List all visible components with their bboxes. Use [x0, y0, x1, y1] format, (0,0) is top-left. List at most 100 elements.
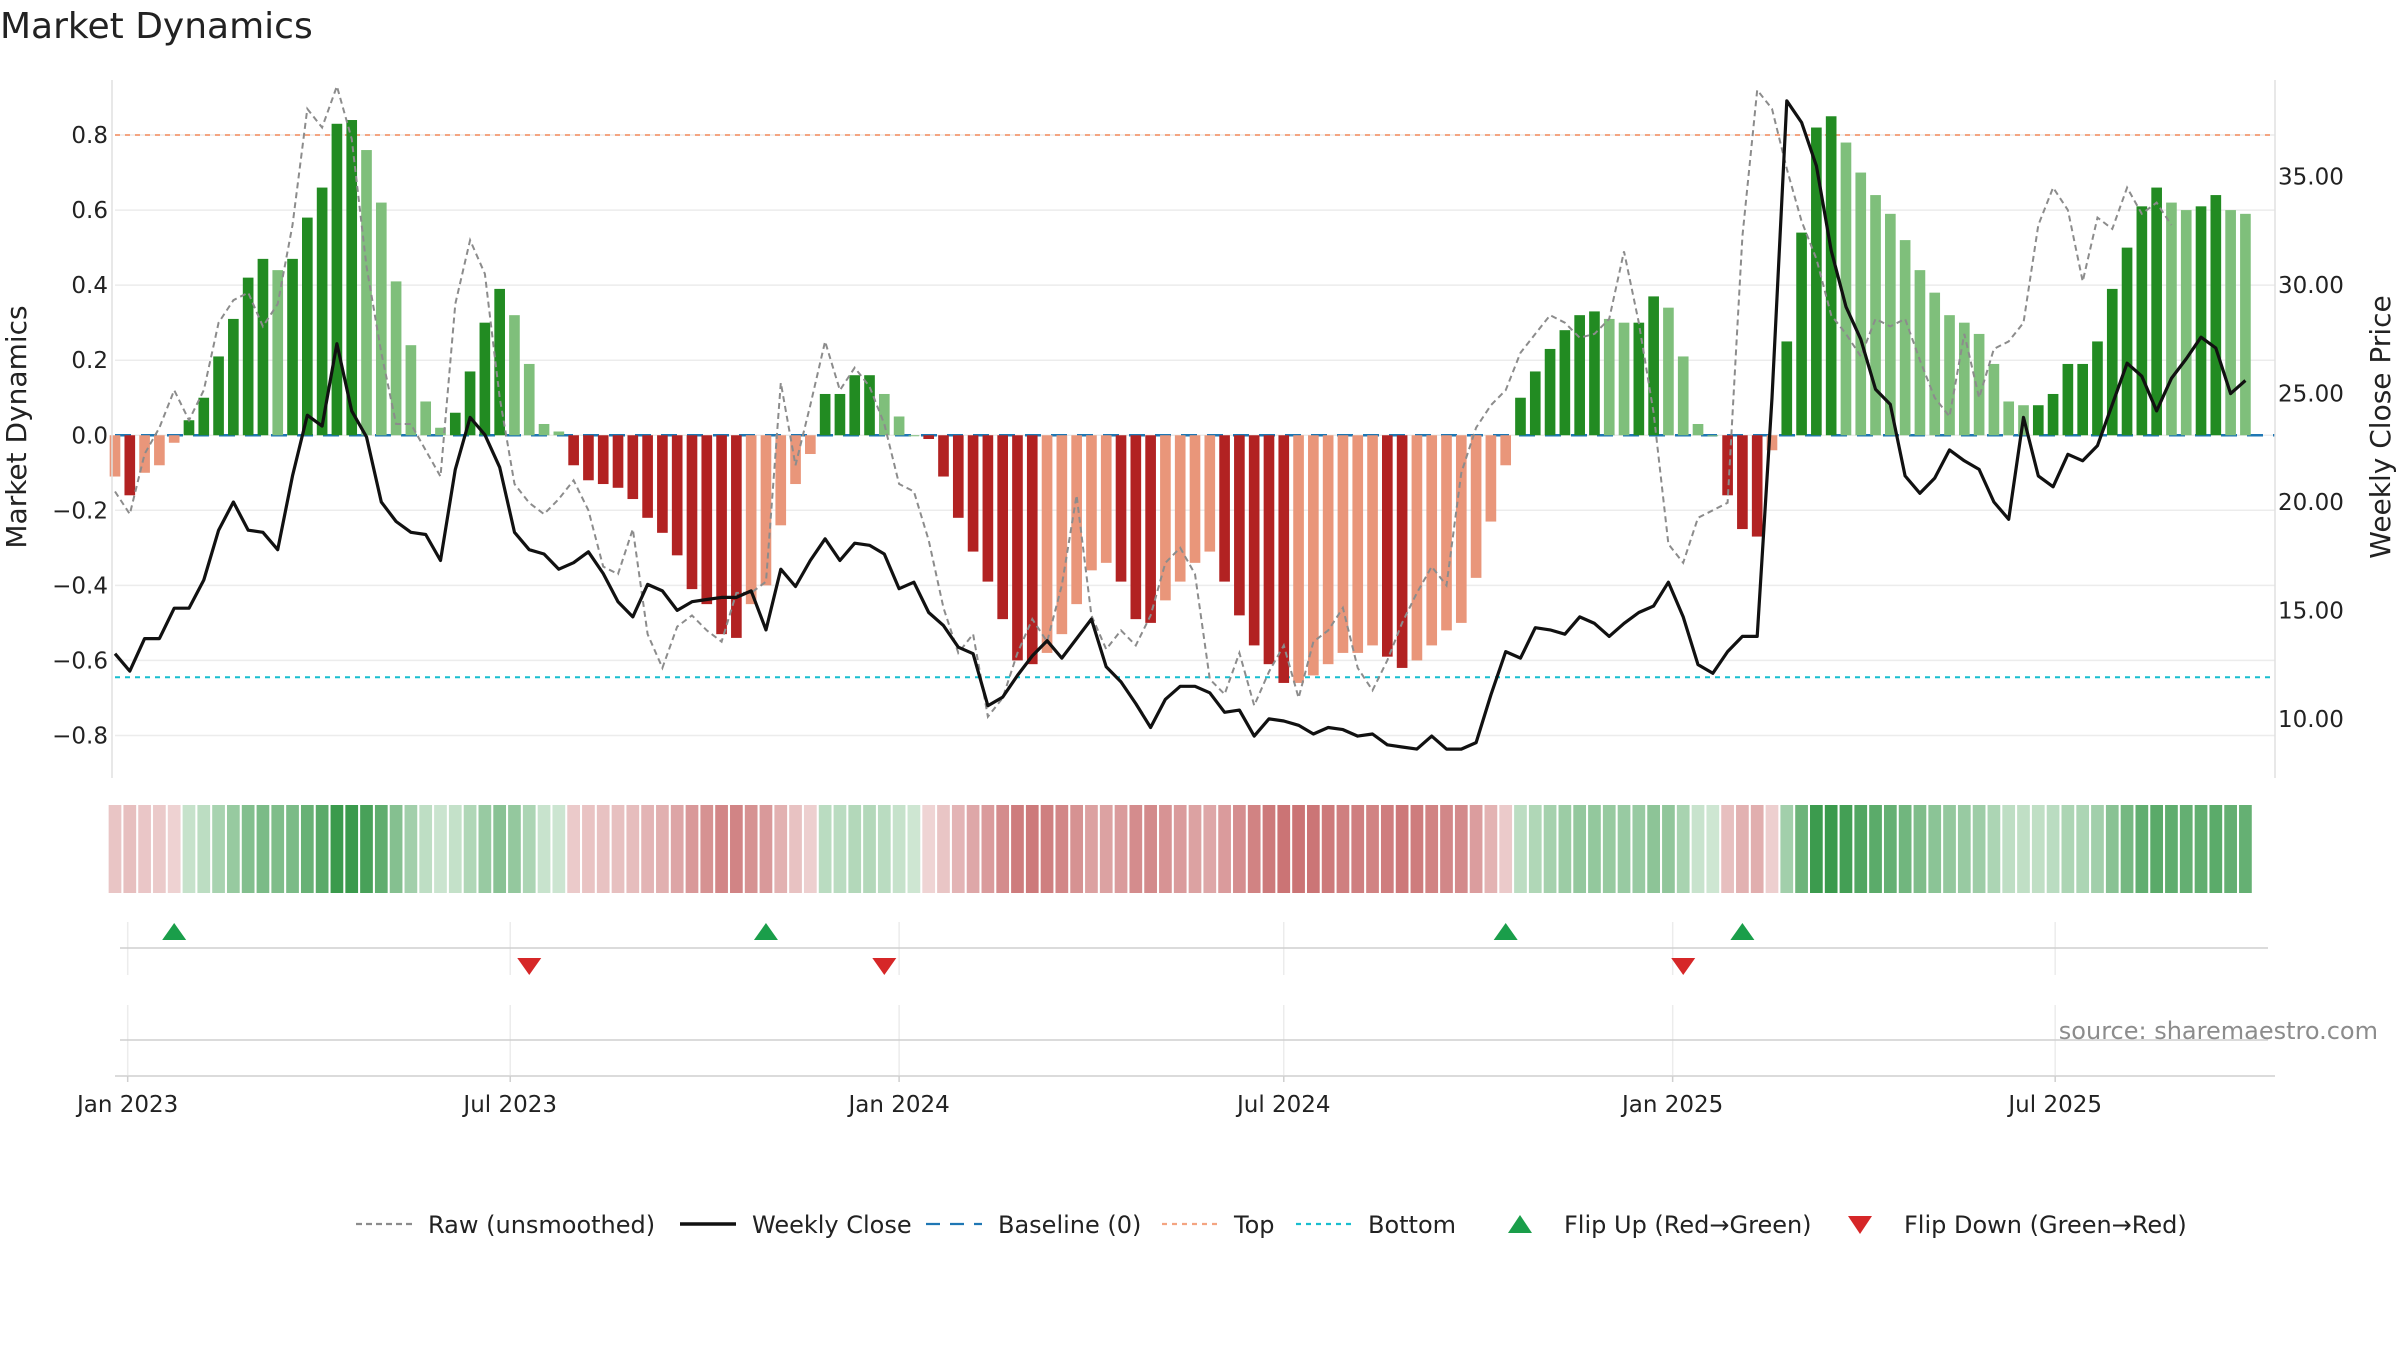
- strip-cell: [2046, 805, 2060, 893]
- bar: [1574, 315, 1585, 436]
- strip-cell: [670, 805, 684, 893]
- bar: [1056, 435, 1068, 635]
- strip-cell: [1573, 805, 1587, 893]
- strip-cell: [522, 805, 536, 893]
- strip-cell: [1040, 805, 1054, 893]
- bar: [1145, 435, 1156, 623]
- flip-down-marker: [872, 958, 897, 975]
- flip-down-marker: [1671, 958, 1696, 975]
- bar: [2151, 187, 2162, 436]
- strip-cell: [360, 805, 373, 893]
- strip-cell: [1159, 805, 1172, 893]
- x-tick-label: Jul 2023: [461, 1092, 557, 1118]
- bar: [1766, 435, 1778, 451]
- bar: [1559, 330, 1571, 436]
- strip-cell: [877, 805, 891, 893]
- strip-cell: [759, 805, 773, 893]
- bar: [435, 427, 446, 436]
- bar: [405, 345, 417, 436]
- y-tick-label: −0.6: [52, 648, 108, 674]
- bar: [583, 435, 594, 481]
- strip-cell: [2239, 805, 2252, 893]
- strip-cell: [567, 805, 580, 893]
- strip-cell: [1469, 805, 1483, 893]
- strip-cell: [582, 805, 595, 893]
- bar: [479, 322, 491, 436]
- bar: [420, 401, 432, 436]
- strip-cell: [1810, 805, 1823, 893]
- strip-cell: [1588, 805, 1601, 893]
- strip-cell: [2120, 805, 2134, 893]
- strip-cell: [1957, 805, 1971, 893]
- bar: [1130, 435, 1142, 620]
- strip-cell: [996, 805, 1010, 893]
- bar: [464, 371, 476, 436]
- strip-cell: [863, 805, 876, 893]
- strip-cell: [2061, 805, 2075, 893]
- bar: [1973, 333, 1985, 436]
- bar: [139, 435, 150, 473]
- bar: [2195, 206, 2207, 436]
- strip-cell: [2076, 805, 2090, 893]
- strip-cell: [1351, 805, 1365, 893]
- flip-up-marker: [1730, 923, 1755, 940]
- bar: [701, 435, 713, 605]
- bar: [302, 217, 313, 436]
- bar: [1026, 435, 1038, 665]
- bar: [1988, 363, 2000, 436]
- strip-cell: [1883, 805, 1897, 893]
- bar: [1293, 435, 1304, 683]
- bar: [1086, 435, 1097, 571]
- strip-cell: [256, 805, 270, 893]
- strip-cell: [1499, 805, 1513, 893]
- bar: [109, 435, 121, 477]
- bar: [1012, 435, 1023, 661]
- strip-cell: [1262, 805, 1276, 893]
- bar: [568, 435, 579, 466]
- x-tick-label: Jan 2024: [846, 1092, 949, 1118]
- y-tick-label: −0.8: [52, 723, 108, 749]
- bar: [2166, 202, 2177, 436]
- bar: [331, 123, 343, 436]
- strip-cell: [1691, 805, 1705, 893]
- flip-up-marker: [753, 923, 778, 940]
- strip-cell: [537, 805, 551, 893]
- bar: [671, 435, 683, 556]
- bar: [923, 435, 935, 440]
- strip-cell: [2209, 805, 2223, 893]
- strip-cell: [404, 805, 418, 893]
- y2-tick-label: 15.00: [2278, 598, 2344, 624]
- legend-label: Raw (unsmoothed): [428, 1211, 655, 1239]
- axes: −0.8 −0.6 −0.4 −0.2 0.0 0.2 0.4 0.6 0.8 10.00 15.0…: [52, 80, 2344, 778]
- bar: [242, 277, 254, 436]
- strip-cell: [1484, 805, 1498, 893]
- strip-cell: [1676, 805, 1690, 893]
- chart-title: Market Dynamics: [0, 6, 313, 47]
- bar: [1352, 435, 1364, 653]
- legend-item: Top: [1162, 1211, 1275, 1239]
- strip-cell: [1395, 805, 1409, 893]
- bar: [1219, 435, 1230, 582]
- strip-cell: [1632, 805, 1646, 893]
- strip-cell: [463, 805, 477, 893]
- strip-cell: [300, 805, 314, 893]
- strip-cell: [685, 805, 699, 893]
- strip-cell: [1085, 805, 1098, 893]
- strip-cell: [715, 805, 728, 893]
- y2-axis-title: Weekly Close Price: [2364, 295, 2397, 558]
- strip-cell: [730, 805, 743, 893]
- strip-cell: [1558, 805, 1572, 893]
- legend-item: Raw (unsmoothed): [356, 1211, 655, 1239]
- bar: [1840, 142, 1852, 436]
- strip-cell: [374, 805, 388, 893]
- bar: [257, 258, 269, 436]
- bar: [1337, 435, 1349, 653]
- legend-item: Bottom: [1296, 1211, 1456, 1239]
- y-tick-label: −0.4: [52, 573, 108, 599]
- bar: [1929, 292, 1941, 436]
- bar: [2032, 405, 2044, 436]
- bar: [494, 288, 505, 436]
- bar: [1855, 172, 1867, 436]
- y-tick-label: 0.0: [71, 423, 108, 449]
